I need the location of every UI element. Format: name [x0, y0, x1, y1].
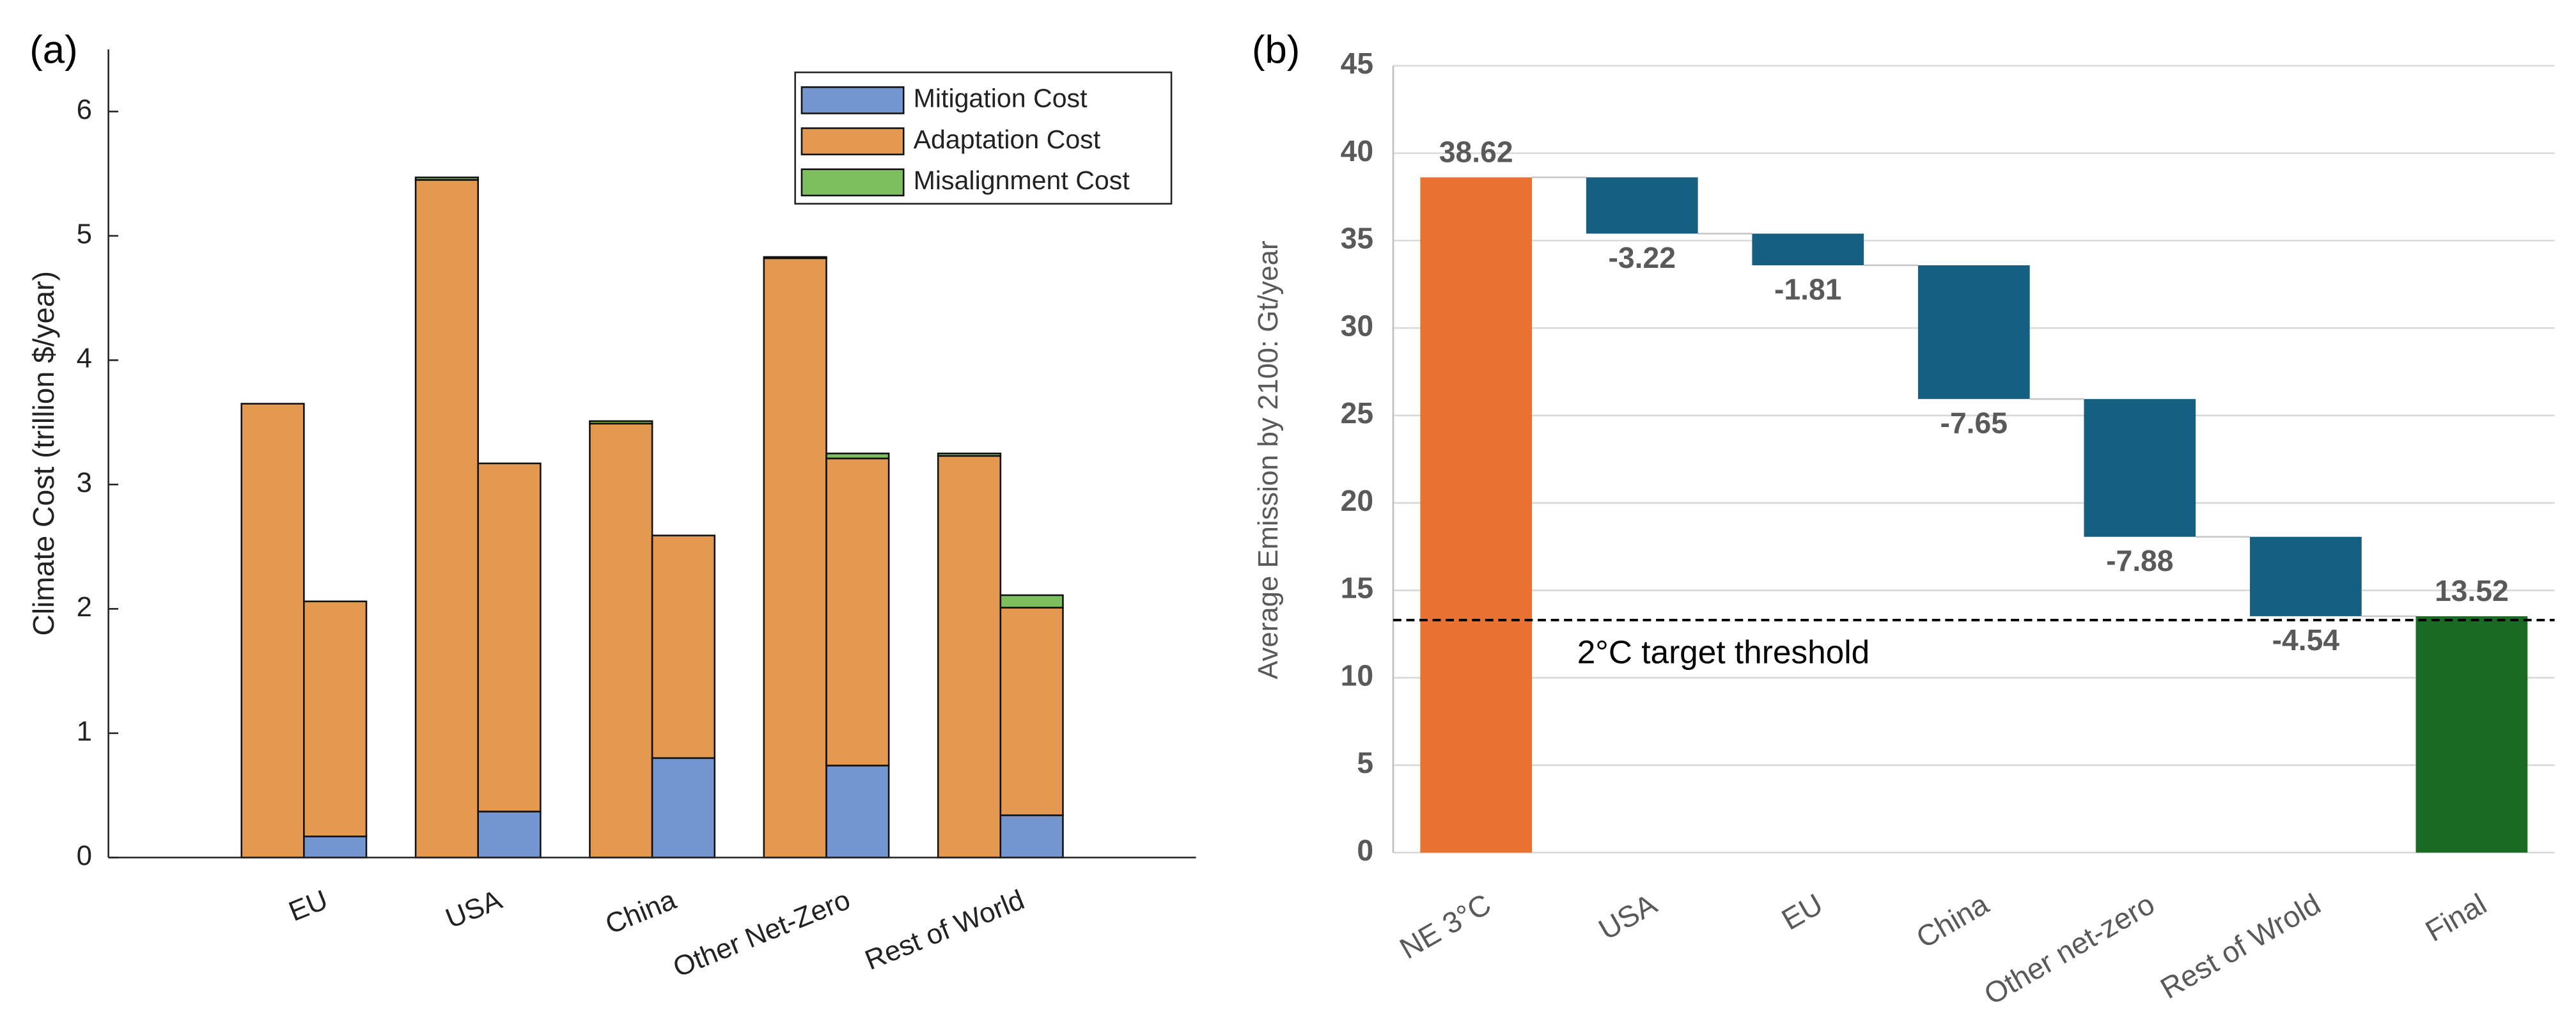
bar-segment [825, 457, 890, 767]
y-tick-label: 5 [1357, 746, 1373, 779]
y-tick-label: 5 [77, 218, 92, 249]
bar-segment [825, 765, 890, 859]
y-axis-label: Climate Cost (trillion $/year) [27, 271, 60, 636]
y-tick-label: 40 [1341, 134, 1373, 167]
bar-segment [763, 256, 827, 260]
y-axis-label: Average Emission by 2100: Gt/year [1253, 240, 1284, 679]
legend-swatch [800, 86, 905, 114]
value-label: 13.52 [2435, 574, 2509, 607]
legend-label: Misalignment Cost [914, 166, 1130, 195]
y-tick-label: 45 [1341, 47, 1373, 80]
bar [1917, 265, 2030, 400]
bar-segment [589, 420, 653, 424]
y-tick-label: 30 [1341, 309, 1373, 342]
y-tick-label: 6 [77, 94, 92, 125]
value-label: -1.81 [1774, 272, 1841, 306]
threshold-label: 2°C target threshold [1577, 633, 1870, 670]
bar-segment [414, 176, 480, 181]
x-tick-label: China [1910, 887, 1994, 954]
y-tick-label: 3 [77, 467, 92, 498]
y-tick-label: 25 [1341, 396, 1373, 430]
y-tick-label: 1 [77, 715, 92, 747]
y-tick-label: 10 [1341, 658, 1373, 692]
y-tick-label: 15 [1341, 572, 1373, 605]
y-tick-label: 0 [1357, 834, 1373, 867]
bar-segment [937, 455, 1002, 859]
bar [1420, 177, 1533, 853]
value-label: -7.88 [2106, 544, 2173, 577]
value-label: -4.54 [2272, 623, 2340, 657]
bar-segment [414, 179, 480, 859]
x-tick-label: NE 3°C [1394, 887, 1496, 965]
bar-segment [651, 534, 716, 759]
value-label: -3.22 [1609, 241, 1676, 274]
bar [2416, 616, 2528, 853]
bar-segment [589, 423, 653, 859]
x-tick-label: Other Net-Zero [669, 884, 855, 983]
x-tick-label: Rest of Wrold [2155, 887, 2326, 1006]
panel-label: (a) [29, 28, 77, 72]
bar [1752, 233, 1864, 265]
x-tick-label: Final [2420, 887, 2492, 948]
x-tick-label: USA [441, 883, 506, 934]
bar-segment [477, 462, 542, 813]
bar [2249, 536, 2362, 616]
y-tick-label: 0 [77, 840, 92, 871]
value-label: -7.65 [1940, 407, 2008, 440]
bar-segment [999, 594, 1064, 609]
y-tick-label: 2 [77, 591, 92, 623]
legend-label: Adaptation Cost [914, 125, 1101, 154]
bar-segment [999, 814, 1064, 859]
y-tick-label: 4 [77, 343, 92, 374]
bar-segment [763, 257, 827, 859]
x-tick-label: Rest of World [861, 884, 1029, 976]
x-tick-label: EU [285, 884, 332, 928]
panel-label: (b) [1252, 28, 1300, 72]
bar-segment [651, 757, 716, 859]
y-tick-label: 20 [1341, 484, 1373, 517]
bar [1586, 177, 1698, 234]
legend-swatch [800, 127, 905, 155]
x-tick-label: Other net-zero [1978, 887, 2160, 1011]
x-tick-label: China [601, 883, 681, 940]
bar-segment [937, 453, 1002, 457]
legend-swatch [800, 168, 905, 197]
value-label: 38.62 [1439, 136, 1513, 169]
y-tick-label: 35 [1341, 222, 1373, 255]
bar [2084, 399, 2196, 537]
bar-segment [303, 836, 368, 859]
bar-segment [303, 600, 368, 837]
bar-segment [825, 453, 890, 460]
legend-label: Mitigation Cost [914, 84, 1088, 113]
bar-segment [999, 607, 1064, 816]
x-tick-label: USA [1593, 887, 1662, 946]
bar-segment [477, 811, 542, 859]
x-tick-label: EU [1776, 887, 1829, 937]
bar-segment [240, 403, 305, 859]
